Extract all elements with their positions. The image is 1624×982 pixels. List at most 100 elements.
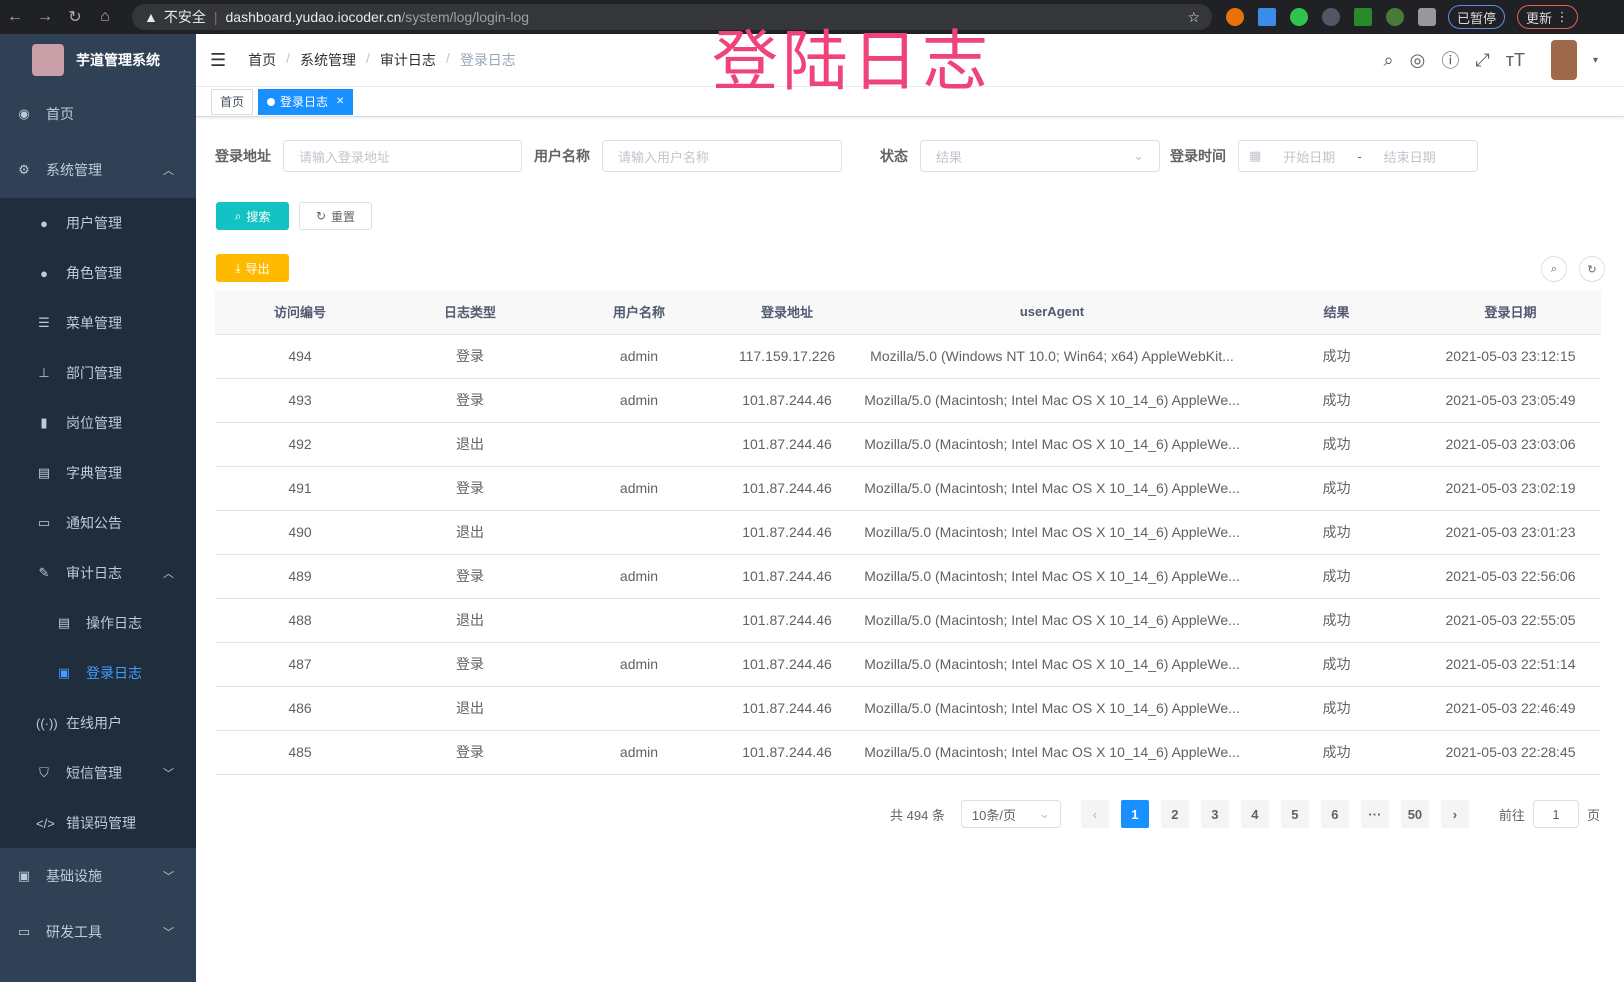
tag-home[interactable]: 首页 bbox=[211, 88, 254, 115]
label: 系统管理 bbox=[46, 162, 102, 178]
page-button[interactable]: 4 bbox=[1240, 800, 1269, 828]
page-size-select[interactable]: 10条/页 ⌄ bbox=[960, 800, 1061, 828]
close-icon[interactable]: ✕ bbox=[336, 96, 345, 107]
extension-icon[interactable] bbox=[1322, 8, 1340, 26]
sidebar-item-role[interactable]: ● 角色管理 bbox=[0, 248, 196, 298]
extension-icon[interactable] bbox=[1258, 8, 1276, 26]
range-sep: - bbox=[1357, 148, 1362, 164]
bookmark-star-icon[interactable]: ☆ bbox=[1187, 8, 1200, 25]
avatar[interactable] bbox=[1550, 40, 1577, 80]
prev-page-button[interactable]: ‹ bbox=[1080, 800, 1109, 828]
sidebar-item-system[interactable]: ⚙ 系统管理 ︿ bbox=[0, 142, 196, 198]
sidebar-item-menu[interactable]: ☰ 菜单管理 bbox=[0, 298, 196, 348]
page-button[interactable]: 5 bbox=[1280, 800, 1309, 828]
sidebar-item-tool[interactable]: ▭ 研发工具 ﹀ bbox=[0, 904, 196, 960]
sidebar-item-error-code[interactable]: </> 错误码管理 bbox=[0, 798, 196, 848]
forward-icon[interactable]: → bbox=[37, 8, 53, 25]
search-form: 登录地址 请输入登录地址 用户名称 请输入用户名称 状态 结果 ⌄ 登录时间 ▦ 开… bbox=[215, 140, 1490, 172]
page-button[interactable]: 3 bbox=[1200, 800, 1229, 828]
sidebar-item-home[interactable]: ◉ 首页 bbox=[0, 86, 196, 142]
page-size: 10条/页 bbox=[971, 807, 1016, 823]
puzzle-icon[interactable] bbox=[1418, 8, 1436, 26]
back-icon[interactable]: ← bbox=[7, 8, 23, 25]
online-icon: ((·)) bbox=[36, 715, 58, 731]
label: 搜索 bbox=[246, 209, 271, 224]
sidebar-item-online[interactable]: ((·)) 在线用户 bbox=[0, 698, 196, 748]
breadcrumb-item[interactable]: 系统管理 bbox=[300, 52, 357, 68]
page-button[interactable]: 50 bbox=[1400, 800, 1429, 828]
table-row[interactable]: 493 登录 admin 101.87.244.46 Mozilla/5.0 (Maci… bbox=[215, 378, 1601, 423]
breadcrumb-item[interactable]: 首页 bbox=[248, 52, 277, 68]
table-cell: admin bbox=[555, 642, 723, 687]
sidebar-item-dept[interactable]: ⊥ 部门管理 bbox=[0, 348, 196, 398]
table-row[interactable]: 494 登录 admin 117.159.17.226 Mozilla/5.0 (Win… bbox=[215, 334, 1601, 379]
page-button[interactable]: 6 bbox=[1320, 800, 1349, 828]
search-button[interactable]: ⌕ 搜索 bbox=[216, 202, 289, 230]
sidebar-item-sms[interactable]: ⛉ 短信管理 ﹀ bbox=[0, 748, 196, 798]
hamburger-icon[interactable]: ☰ bbox=[210, 49, 227, 70]
table-cell: Mozilla/5.0 (Macintosh; Intel Mac OS X 1… bbox=[851, 686, 1253, 731]
time-label: 登录时间 bbox=[1170, 148, 1226, 164]
table-cell: 2021-05-03 22:51:14 bbox=[1420, 642, 1601, 687]
caret-down-icon[interactable]: ▾ bbox=[1592, 54, 1598, 66]
github-icon[interactable]: ◎ bbox=[1409, 49, 1426, 70]
table-cell: Mozilla/5.0 (Macintosh; Intel Mac OS X 1… bbox=[851, 510, 1253, 555]
extension-icon[interactable] bbox=[1290, 8, 1308, 26]
table-row[interactable]: 489 登录 admin 101.87.244.46 Mozilla/5.0 (Maci… bbox=[215, 554, 1601, 599]
login-addr-input[interactable]: 请输入登录地址 bbox=[283, 140, 522, 172]
extension-icon[interactable] bbox=[1386, 8, 1404, 26]
sidebar-item-audit[interactable]: ✎ 审计日志 ︿ bbox=[0, 548, 196, 598]
label: 基础设施 bbox=[46, 868, 102, 884]
label: 角色管理 bbox=[66, 265, 122, 281]
sidebar-logo[interactable]: 芋道管理系统 bbox=[0, 34, 196, 86]
table-cell: 成功 bbox=[1253, 510, 1420, 555]
table-cell: 退出 bbox=[385, 422, 555, 467]
table-row[interactable]: 492 退出 101.87.244.46 Mozilla/5.0 (Macintosh… bbox=[215, 422, 1601, 467]
table-row[interactable]: 485 登录 admin 101.87.244.46 Mozilla/5.0 (Maci… bbox=[215, 730, 1601, 775]
update-button[interactable]: 更新 ⋮ bbox=[1517, 5, 1578, 29]
page-button[interactable]: 1 bbox=[1120, 800, 1149, 828]
home-icon[interactable]: ⌂ bbox=[100, 8, 110, 25]
username-input[interactable]: 请输入用户名称 bbox=[602, 140, 842, 172]
table-cell: 492 bbox=[215, 422, 385, 467]
table-row[interactable]: 490 退出 101.87.244.46 Mozilla/5.0 (Macintosh… bbox=[215, 510, 1601, 555]
table-row[interactable]: 488 退出 101.87.244.46 Mozilla/5.0 (Macintosh… bbox=[215, 598, 1601, 643]
sidebar-item-infra[interactable]: ▣ 基础设施 ﹀ bbox=[0, 848, 196, 904]
status-select[interactable]: 结果 ⌄ bbox=[920, 140, 1160, 172]
goto-page-input[interactable]: 1 bbox=[1532, 800, 1579, 828]
table-cell: 成功 bbox=[1253, 334, 1420, 379]
chevron-down-icon: ﹀ bbox=[163, 768, 174, 780]
table-cell bbox=[555, 598, 723, 643]
fullscreen-icon[interactable]: ⤢ bbox=[1475, 49, 1490, 70]
toggle-search-button[interactable]: ⌕ bbox=[1541, 256, 1567, 282]
question-icon[interactable]: ⓘ bbox=[1441, 51, 1460, 71]
sidebar-item-post[interactable]: ▮ 岗位管理 bbox=[0, 398, 196, 448]
tag-login-log[interactable]: 登录日志 ✕ bbox=[258, 88, 354, 115]
sidebar-item-notice[interactable]: ▭ 通知公告 bbox=[0, 498, 196, 548]
sidebar-item-login-log[interactable]: ▣ 登录日志 bbox=[0, 648, 196, 698]
tag-label: 首页 bbox=[220, 95, 245, 109]
date-range-picker[interactable]: ▦ 开始日期 - 结束日期 bbox=[1238, 140, 1478, 172]
profile-button[interactable]: 已暂停 bbox=[1448, 5, 1506, 29]
sidebar-item-user[interactable]: ● 用户管理 bbox=[0, 198, 196, 248]
refresh-button[interactable]: ↻ bbox=[1579, 256, 1605, 282]
extension-icon[interactable] bbox=[1226, 8, 1244, 26]
export-button[interactable]: ⤓ 导出 bbox=[216, 254, 289, 282]
sidebar-item-operate-log[interactable]: ▤ 操作日志 bbox=[0, 598, 196, 648]
sidebar-item-dict[interactable]: ▤ 字典管理 bbox=[0, 448, 196, 498]
reset-button[interactable]: ↻ 重置 bbox=[299, 202, 372, 230]
reload-icon[interactable]: ↻ bbox=[68, 9, 82, 26]
table-row[interactable]: 487 登录 admin 101.87.244.46 Mozilla/5.0 (Maci… bbox=[215, 642, 1601, 687]
table-row[interactable]: 491 登录 admin 101.87.244.46 Mozilla/5.0 (Maci… bbox=[215, 466, 1601, 511]
breadcrumb-item[interactable]: 审计日志 bbox=[379, 52, 436, 68]
page-button[interactable]: 2 bbox=[1160, 800, 1189, 828]
font-size-icon[interactable]: ᴛT bbox=[1505, 49, 1525, 70]
overlay-title: 登陆日志 bbox=[712, 24, 992, 98]
next-page-button[interactable]: › bbox=[1440, 800, 1469, 828]
extension-icon[interactable] bbox=[1354, 8, 1372, 26]
chevron-down-icon: ⌄ bbox=[1133, 148, 1144, 163]
page-button[interactable]: ··· bbox=[1360, 800, 1389, 828]
table-row[interactable]: 486 退出 101.87.244.46 Mozilla/5.0 (Macintosh… bbox=[215, 686, 1601, 731]
address-bar[interactable]: ▲ 不安全 | dashboard.yudao.iocoder.cn/syste… bbox=[132, 4, 1212, 30]
search-icon[interactable]: ⌕ bbox=[1383, 49, 1394, 70]
